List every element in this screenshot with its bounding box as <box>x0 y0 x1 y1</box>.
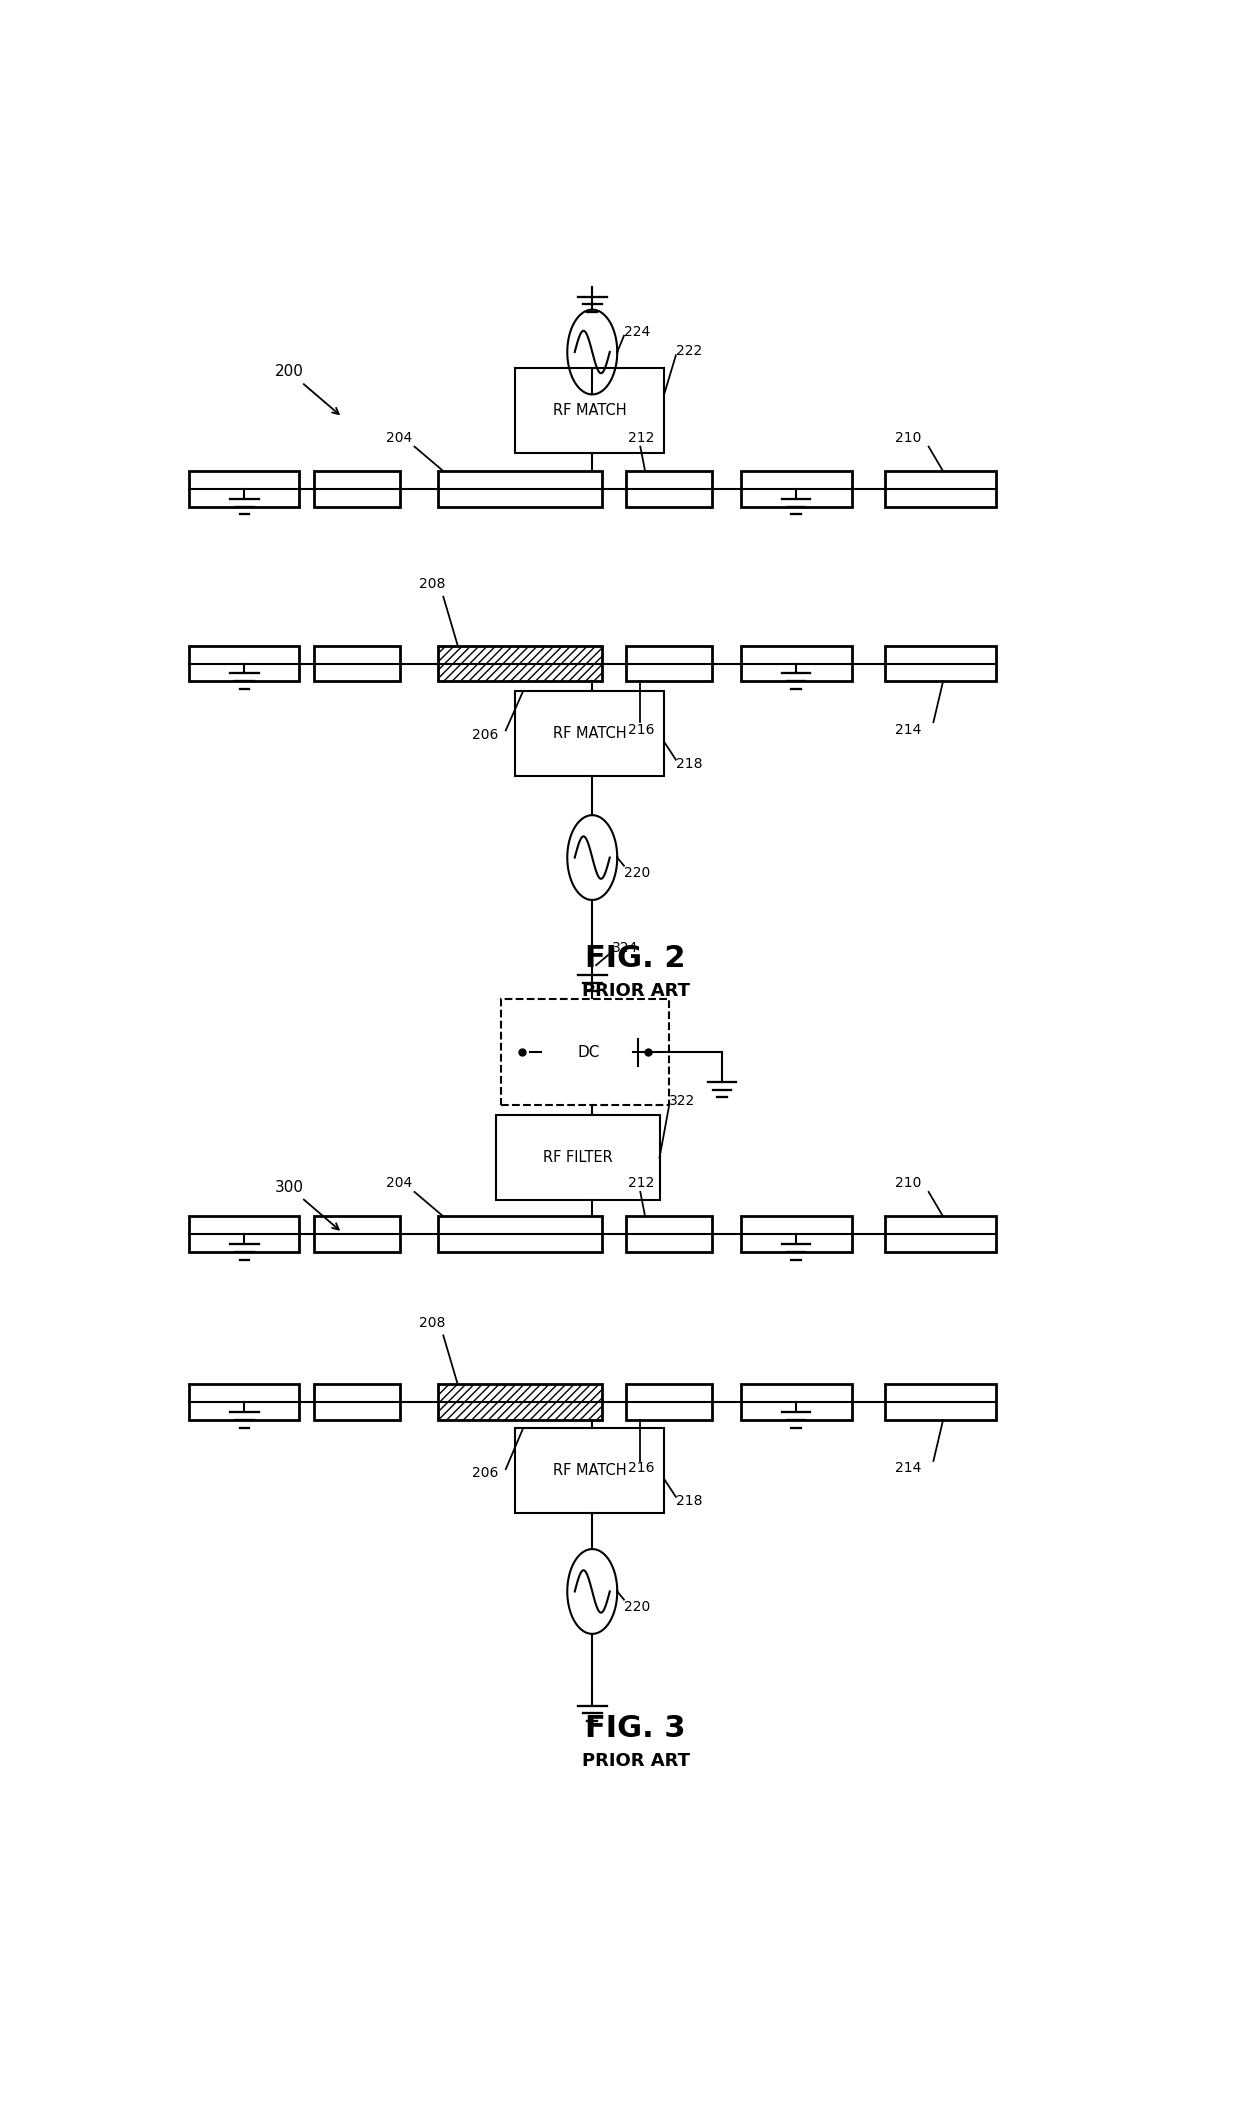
Polygon shape <box>439 1385 601 1421</box>
Polygon shape <box>314 470 401 506</box>
Text: 200: 200 <box>275 364 339 415</box>
Text: 216: 216 <box>627 722 655 737</box>
Polygon shape <box>742 1216 852 1252</box>
Polygon shape <box>188 1385 299 1421</box>
Polygon shape <box>742 1385 852 1421</box>
Polygon shape <box>885 1216 996 1252</box>
Polygon shape <box>626 1216 712 1252</box>
Text: 220: 220 <box>624 866 650 881</box>
Text: 208: 208 <box>419 578 445 591</box>
Text: 222: 222 <box>676 345 702 358</box>
Text: 204: 204 <box>386 430 412 445</box>
Text: RF MATCH: RF MATCH <box>553 1464 626 1478</box>
Text: RF FILTER: RF FILTER <box>543 1150 613 1165</box>
Polygon shape <box>439 646 601 682</box>
Text: 214: 214 <box>895 722 921 737</box>
Text: 214: 214 <box>895 1461 921 1476</box>
Polygon shape <box>885 646 996 682</box>
Text: 218: 218 <box>676 1493 702 1508</box>
Polygon shape <box>626 646 712 682</box>
Text: 206: 206 <box>472 726 498 741</box>
Text: FIG. 2: FIG. 2 <box>585 945 686 972</box>
Text: RF MATCH: RF MATCH <box>553 402 626 417</box>
Text: 212: 212 <box>627 1175 655 1190</box>
Polygon shape <box>439 470 601 506</box>
Polygon shape <box>496 1116 660 1201</box>
Text: 210: 210 <box>895 430 921 445</box>
Text: FIG. 3: FIG. 3 <box>585 1713 686 1743</box>
Text: 218: 218 <box>676 756 702 771</box>
Polygon shape <box>516 369 665 453</box>
Text: 210: 210 <box>895 1175 921 1190</box>
Text: 220: 220 <box>624 1599 650 1614</box>
Polygon shape <box>188 646 299 682</box>
Text: 322: 322 <box>670 1095 696 1108</box>
Text: 204: 204 <box>386 1175 412 1190</box>
Text: 224: 224 <box>624 324 650 339</box>
Polygon shape <box>516 690 665 775</box>
Polygon shape <box>188 1216 299 1252</box>
Polygon shape <box>742 470 852 506</box>
Polygon shape <box>188 470 299 506</box>
Polygon shape <box>742 646 852 682</box>
Polygon shape <box>439 1216 601 1252</box>
Text: 206: 206 <box>472 1466 498 1480</box>
Text: RF MATCH: RF MATCH <box>553 726 626 741</box>
Polygon shape <box>626 1385 712 1421</box>
Text: 324: 324 <box>611 940 637 955</box>
Polygon shape <box>885 1385 996 1421</box>
Text: DC: DC <box>578 1044 600 1059</box>
Polygon shape <box>314 646 401 682</box>
Polygon shape <box>501 1000 670 1106</box>
Polygon shape <box>885 470 996 506</box>
Text: 216: 216 <box>627 1461 655 1476</box>
Text: 300: 300 <box>275 1180 339 1231</box>
Text: PRIOR ART: PRIOR ART <box>582 1752 689 1771</box>
Text: 208: 208 <box>419 1315 445 1330</box>
Polygon shape <box>516 1428 665 1512</box>
Polygon shape <box>314 1385 401 1421</box>
Text: 212: 212 <box>627 430 655 445</box>
Polygon shape <box>626 470 712 506</box>
Text: PRIOR ART: PRIOR ART <box>582 983 689 1000</box>
Polygon shape <box>314 1216 401 1252</box>
